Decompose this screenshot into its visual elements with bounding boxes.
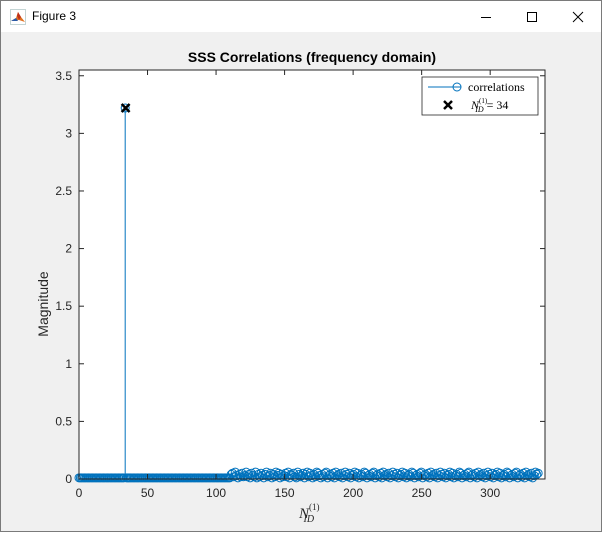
chart[interactable]: 0 50 100 150 200 250 300 0 0.5 1 1.5 2 2.5 3 3.5 SSS … [1, 32, 601, 531]
legend-circle-icon [452, 82, 462, 92]
x-tick-label: 100 [206, 486, 226, 500]
legend-box [421, 76, 539, 116]
x-tick-label: 0 [76, 486, 83, 500]
matlab-icon [10, 9, 26, 25]
x-tick-label: 250 [412, 486, 432, 500]
stem-markers [74, 103, 543, 483]
axes-box [78, 69, 546, 480]
x-axis-label-base: N [298, 506, 310, 522]
x-tick-label: 300 [480, 486, 500, 500]
minimize-button[interactable] [463, 1, 509, 32]
close-button[interactable] [555, 1, 601, 32]
x-ticks: 0 50 100 150 200 250 300 [76, 70, 501, 500]
window-title: Figure 3 [32, 9, 77, 23]
x-tick-label: 50 [141, 486, 155, 500]
detected-markers [120, 103, 131, 113]
minimize-icon [481, 17, 491, 18]
legend-x-marker-icon [443, 100, 453, 110]
title-bar[interactable]: Figure 3 [1, 1, 601, 32]
y-tick-label: 1.5 [55, 299, 72, 313]
chart-title: SSS Correlations (frequency domain) [188, 49, 436, 65]
stem-marker [526, 468, 536, 478]
x-axis-label: N(1) ID [298, 502, 320, 525]
x-axis-label-sup: (1) [309, 502, 320, 512]
x-axis-label-sub: ID [303, 514, 315, 525]
legend-label-sup: (1) [479, 97, 488, 105]
x-tick-label: 150 [275, 486, 295, 500]
stem-marker [245, 473, 255, 483]
stem-marker [120, 103, 130, 113]
detected-x-stroke [120, 103, 131, 113]
y-tick-label: 0 [65, 472, 72, 486]
legend-label-suffix: = 34 [484, 98, 509, 112]
y-axis-label: Magnitude [35, 271, 51, 337]
legend[interactable]: correlations N(1) ID = 34 [421, 76, 539, 116]
stem-marker [532, 469, 542, 479]
stem-marker [533, 468, 543, 478]
legend-label-detected: N(1) ID = 34 [470, 97, 508, 114]
stem-marker [272, 471, 282, 481]
detected-x-marker [120, 103, 131, 113]
legend-label-sub: ID [474, 105, 484, 114]
y-tick-label: 3.5 [55, 69, 72, 83]
y-ticks: 0 0.5 1 1.5 2 2.5 3 3.5 [55, 69, 545, 486]
maximize-button[interactable] [509, 1, 555, 32]
y-tick-label: 1 [65, 357, 72, 371]
legend-label-correlations: correlations [468, 80, 525, 94]
y-tick-label: 0.5 [55, 414, 72, 428]
maximize-icon [527, 12, 537, 22]
y-tick-label: 3 [65, 126, 72, 140]
y-tick-label: 2 [65, 242, 72, 256]
y-tick-label: 2.5 [55, 184, 72, 198]
stem-marker [238, 472, 248, 482]
close-icon [572, 11, 584, 23]
figure-area: 0 50 100 150 200 250 300 0 0.5 1 1.5 2 2.5 3 3.5 SSS … [1, 32, 601, 531]
legend-label-base: N [470, 98, 480, 112]
axes-background [79, 70, 545, 479]
x-tick-label: 200 [343, 486, 363, 500]
